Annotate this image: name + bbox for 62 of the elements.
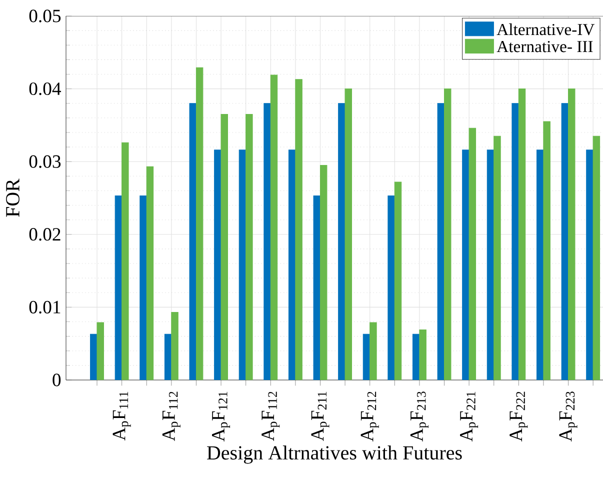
bar	[388, 196, 395, 380]
x-tick-label: A$_{p}$F$_{213}$	[410, 392, 428, 442]
bar	[338, 103, 346, 380]
bar	[412, 334, 420, 380]
y-axis-title: FOR	[6, 178, 20, 217]
bar	[214, 150, 222, 380]
bar	[543, 121, 550, 380]
y-tick-label: 0.04	[29, 82, 62, 96]
bar	[592, 136, 600, 380]
y-tick-label: 0.05	[29, 10, 61, 22]
bar	[437, 103, 445, 380]
bar	[246, 114, 253, 380]
bar	[568, 88, 576, 380]
y-tick-label: 0.03	[29, 155, 61, 168]
bar	[362, 334, 370, 380]
bar	[171, 312, 178, 380]
bar	[220, 114, 228, 380]
x-tick-label: A$_{p}$F$_{212}$	[360, 392, 379, 442]
bar	[468, 128, 476, 380]
x-tick-label: A$_{p}$F$_{223}$	[559, 392, 578, 442]
bar	[122, 142, 129, 380]
bar	[586, 150, 594, 380]
bar	[270, 74, 278, 380]
x-axis-title: Design Altrnatives with Futures	[207, 446, 462, 464]
bar	[90, 334, 98, 380]
bar	[344, 88, 352, 380]
bar	[140, 196, 147, 380]
bar	[320, 164, 328, 380]
bar	[146, 166, 154, 380]
bar	[238, 150, 246, 380]
legend-label: Alternative-IV	[496, 23, 595, 36]
x-tick-label: A$_{p}$F$_{112}$	[162, 392, 180, 442]
legend-label: Aternative- III	[496, 40, 593, 52]
bar	[419, 329, 426, 380]
x-tick-label: A$_{p}$F$_{222}$	[510, 392, 528, 442]
bar	[518, 88, 526, 380]
bar	[196, 67, 204, 380]
x-tick-label: A$_{p}$F$_{211}$	[311, 392, 330, 442]
bar	[512, 103, 519, 380]
bar	[96, 322, 104, 380]
bar	[561, 103, 569, 380]
bar	[189, 103, 196, 380]
bar	[486, 150, 494, 380]
bar	[264, 103, 271, 380]
bar	[313, 196, 321, 380]
x-tick-label: A$_{p}$F$_{221}$	[460, 392, 478, 442]
bar	[370, 322, 377, 380]
bar	[295, 79, 302, 380]
bar	[536, 150, 544, 380]
x-tick-label: A$_{p}$F$_{121}$	[212, 392, 230, 442]
bar	[114, 196, 122, 380]
x-tick-label: A$_{p}$F$_{112}$	[262, 392, 280, 442]
y-tick-label: 0	[52, 374, 61, 386]
bar	[288, 150, 296, 380]
bar	[164, 334, 172, 380]
bar	[444, 88, 452, 380]
bar	[394, 182, 402, 380]
y-tick-label: 0.02	[29, 228, 60, 241]
bar	[462, 150, 470, 380]
y-tick-label: 0.01	[29, 300, 60, 314]
x-tick-label: A$_{p}$F$_{111}$	[112, 392, 131, 441]
bar	[494, 136, 501, 380]
